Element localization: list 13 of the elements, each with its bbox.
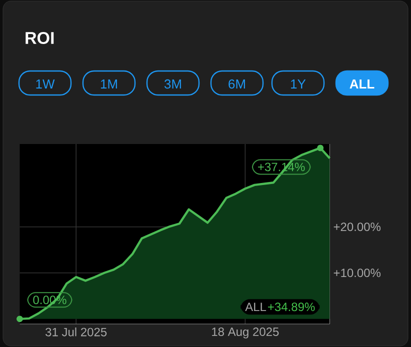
annotation: +34.89% (268, 302, 315, 312)
text: 6M (228, 79, 245, 89)
annotation: ALL (245, 302, 266, 312)
text: 3M (164, 79, 181, 89)
text: 1Y (291, 80, 306, 88)
text: ALL (350, 80, 374, 88)
y-tick-label: +20.00% (334, 222, 381, 232)
x-tick-label: 31 Jul 2025 (46, 327, 107, 336)
text: 1M (100, 80, 117, 88)
x-tick-label: 18 Aug 2025 (212, 328, 279, 338)
y-tick-label: +10.00% (334, 268, 381, 278)
chart-title: ROI (26, 32, 54, 44)
text: 1W (36, 80, 55, 88)
